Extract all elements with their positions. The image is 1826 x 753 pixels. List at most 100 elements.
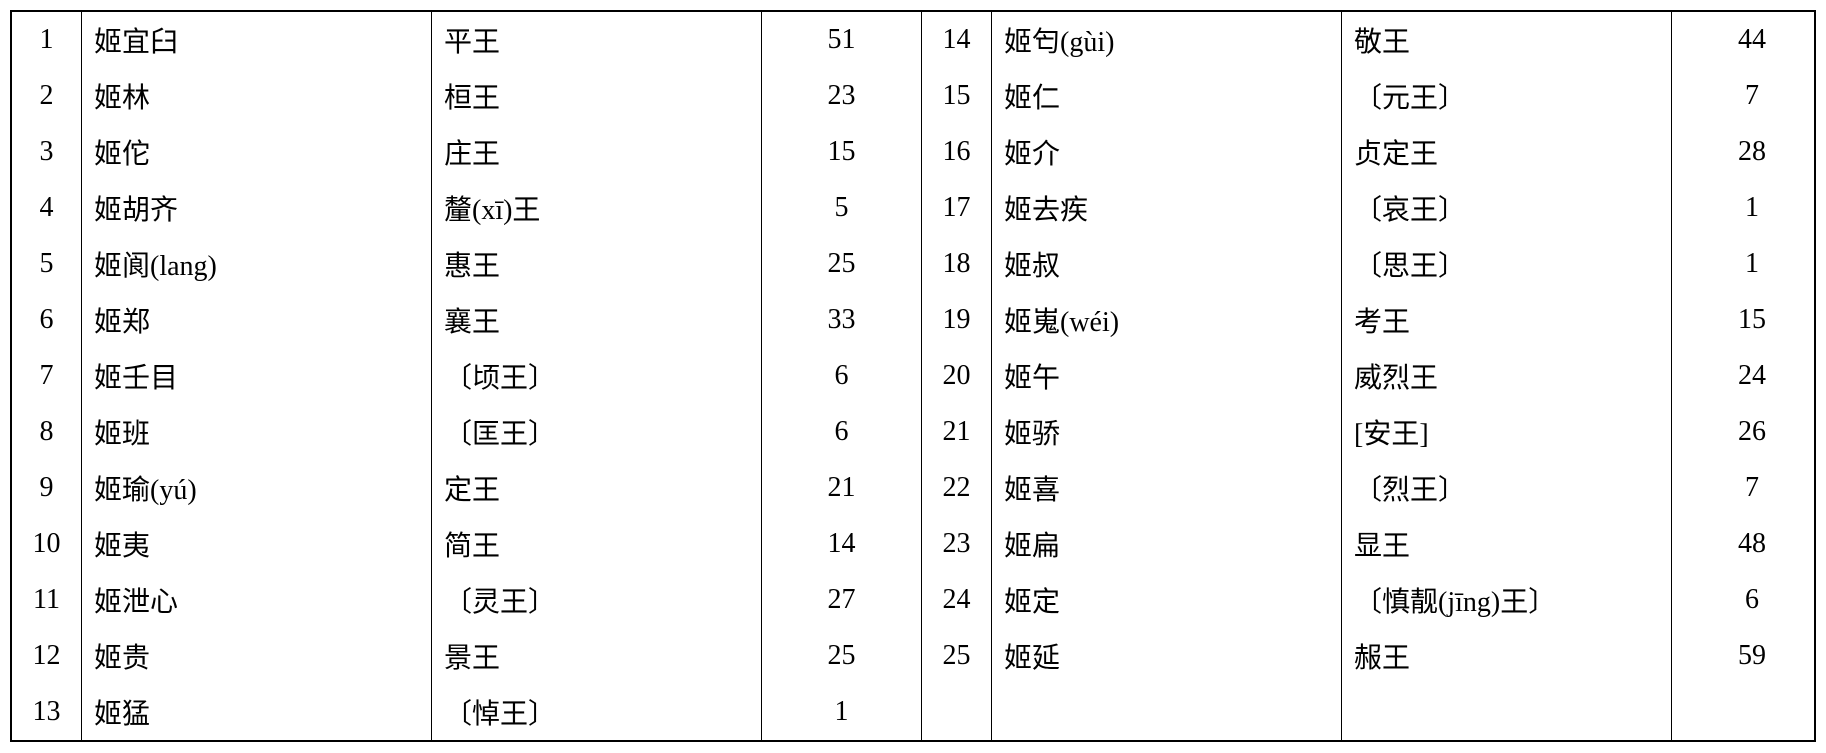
cell-name: 姬郑	[82, 292, 431, 348]
cell-years: 48	[1672, 516, 1826, 572]
cell-idx: 19	[922, 292, 991, 348]
cell-title: 〔元王〕	[1342, 68, 1671, 124]
cell-name: 姬定	[992, 572, 1341, 628]
cell-name: 姬佗	[82, 124, 431, 180]
cell-idx: 9	[12, 460, 81, 516]
cell-idx: 3	[12, 124, 81, 180]
cell-title	[1342, 684, 1671, 740]
cell-idx: 14	[922, 12, 991, 68]
cell-title: 赧王	[1342, 628, 1671, 684]
cell-years: 7	[1672, 68, 1826, 124]
cell-years: 44	[1672, 12, 1826, 68]
cell-name: 姬介	[992, 124, 1341, 180]
cell-name: 姬延	[992, 628, 1341, 684]
cell-years: 33	[762, 292, 921, 348]
col-name-left: 姬宜臼 姬林 姬佗 姬胡齐 姬阆(lang) 姬郑 姬壬目 姬班 姬瑜(yú) …	[82, 12, 432, 740]
cell-title: 〔悼王〕	[432, 684, 761, 740]
cell-idx: 11	[12, 572, 81, 628]
cell-name: 姬阆(lang)	[82, 236, 431, 292]
cell-name: 姬泄心	[82, 572, 431, 628]
cell-name	[992, 684, 1341, 740]
cell-years: 24	[1672, 348, 1826, 404]
cell-name: 姬去疾	[992, 180, 1341, 236]
cell-idx: 20	[922, 348, 991, 404]
cell-name: 姬喜	[992, 460, 1341, 516]
cell-title: 定王	[432, 460, 761, 516]
cell-name: 姬林	[82, 68, 431, 124]
cell-idx: 17	[922, 180, 991, 236]
cell-years: 7	[1672, 460, 1826, 516]
cell-years: 1	[1672, 180, 1826, 236]
cell-idx: 21	[922, 404, 991, 460]
cell-years: 15	[762, 124, 921, 180]
cell-idx: 5	[12, 236, 81, 292]
table-left-half: 1 2 3 4 5 6 7 8 9 10 11 12 13 姬宜臼 姬林 姬佗 …	[12, 12, 922, 740]
cell-idx: 23	[922, 516, 991, 572]
cell-name: 姬猛	[82, 684, 431, 740]
cell-years: 5	[762, 180, 921, 236]
kings-table: 1 2 3 4 5 6 7 8 9 10 11 12 13 姬宜臼 姬林 姬佗 …	[10, 10, 1816, 742]
cell-title: 敬王	[1342, 12, 1671, 68]
cell-title: 威烈王	[1342, 348, 1671, 404]
cell-years: 51	[762, 12, 921, 68]
cell-title: 显王	[1342, 516, 1671, 572]
cell-title: 庄王	[432, 124, 761, 180]
cell-years: 23	[762, 68, 921, 124]
cell-name: 姬仁	[992, 68, 1341, 124]
cell-name: 姬扁	[992, 516, 1341, 572]
cell-idx: 25	[922, 628, 991, 684]
cell-title: 〔思王〕	[1342, 236, 1671, 292]
cell-idx: 7	[12, 348, 81, 404]
cell-title: 桓王	[432, 68, 761, 124]
cell-years: 1	[762, 684, 921, 740]
cell-idx: 10	[12, 516, 81, 572]
cell-title: 平王	[432, 12, 761, 68]
cell-idx: 4	[12, 180, 81, 236]
cell-title: 釐(xī)王	[432, 180, 761, 236]
cell-years: 28	[1672, 124, 1826, 180]
cell-name: 姬匄(gùi)	[992, 12, 1341, 68]
cell-title: 〔烈王〕	[1342, 460, 1671, 516]
cell-title: 考王	[1342, 292, 1671, 348]
cell-idx: 15	[922, 68, 991, 124]
cell-name: 姬班	[82, 404, 431, 460]
cell-name: 姬壬目	[82, 348, 431, 404]
cell-title: 贞定王	[1342, 124, 1671, 180]
cell-name: 姬夷	[82, 516, 431, 572]
cell-years: 21	[762, 460, 921, 516]
cell-years: 25	[762, 628, 921, 684]
cell-years: 6	[1672, 572, 1826, 628]
cell-idx: 22	[922, 460, 991, 516]
cell-name: 姬胡齐	[82, 180, 431, 236]
cell-years: 6	[762, 348, 921, 404]
cell-years: 1	[1672, 236, 1826, 292]
cell-idx: 16	[922, 124, 991, 180]
cell-years: 59	[1672, 628, 1826, 684]
col-name-right: 姬匄(gùi) 姬仁 姬介 姬去疾 姬叔 姬嵬(wéi) 姬午 姬骄 姬喜 姬扁…	[992, 12, 1342, 740]
col-title-left: 平王 桓王 庄王 釐(xī)王 惠王 襄王 〔顷王〕 〔匡王〕 定王 简王 〔灵…	[432, 12, 762, 740]
cell-years: 25	[762, 236, 921, 292]
cell-years	[1672, 684, 1826, 740]
cell-title: 〔匡王〕	[432, 404, 761, 460]
cell-name: 姬瑜(yú)	[82, 460, 431, 516]
cell-name: 姬宜臼	[82, 12, 431, 68]
col-index-left: 1 2 3 4 5 6 7 8 9 10 11 12 13	[12, 12, 82, 740]
cell-idx: 13	[12, 684, 81, 740]
col-index-right: 14 15 16 17 18 19 20 21 22 23 24 25	[922, 12, 992, 740]
cell-idx: 1	[12, 12, 81, 68]
cell-title: 〔灵王〕	[432, 572, 761, 628]
cell-name: 姬叔	[992, 236, 1341, 292]
col-years-left: 51 23 15 5 25 33 6 6 21 14 27 25 1	[762, 12, 922, 740]
cell-years: 15	[1672, 292, 1826, 348]
cell-idx: 24	[922, 572, 991, 628]
cell-idx: 2	[12, 68, 81, 124]
cell-title: 简王	[432, 516, 761, 572]
cell-title: 〔顷王〕	[432, 348, 761, 404]
cell-name: 姬午	[992, 348, 1341, 404]
cell-years: 26	[1672, 404, 1826, 460]
cell-years: 6	[762, 404, 921, 460]
cell-idx: 12	[12, 628, 81, 684]
table-right-half: 14 15 16 17 18 19 20 21 22 23 24 25 姬匄(g…	[922, 12, 1826, 740]
col-years-right: 44 7 28 1 1 15 24 26 7 48 6 59	[1672, 12, 1826, 740]
cell-years: 27	[762, 572, 921, 628]
